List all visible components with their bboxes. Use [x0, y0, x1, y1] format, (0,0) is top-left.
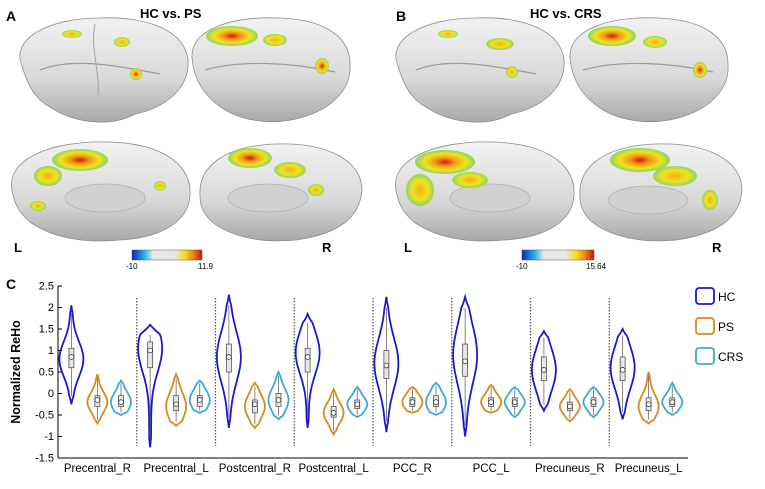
- legend-swatch-HC: [695, 287, 715, 305]
- violin-median: [330, 410, 337, 416]
- violin-median: [304, 354, 311, 360]
- y-tick-label: 1: [48, 345, 54, 357]
- violin-HC: [452, 293, 478, 437]
- panel-a-right-hemisphere-label: R: [322, 240, 332, 255]
- violin-CRS: [503, 385, 526, 419]
- panel-b-lateral-left-brain: [395, 17, 565, 123]
- legend-swatch-CRS: [695, 347, 715, 365]
- y-tick-label: 2.5: [39, 281, 54, 293]
- panel-b-right-hemisphere-label: R: [712, 240, 722, 255]
- y-tick-label: 2: [48, 302, 54, 314]
- panel-a-medial-left-brain: [11, 141, 191, 242]
- panel-b-letter: B: [396, 8, 407, 24]
- violin-PS: [165, 371, 187, 428]
- violin-PS: [86, 373, 109, 426]
- violin-median: [68, 354, 75, 360]
- violin-HC: [137, 323, 163, 448]
- violin-median: [147, 347, 153, 354]
- violin-median: [118, 399, 124, 405]
- violin-PS: [637, 371, 660, 425]
- violin-median: [252, 401, 258, 408]
- legend-swatch-PS: [695, 317, 715, 335]
- violin-median: [354, 401, 361, 408]
- panel-b-colorbar-min: -10: [516, 262, 528, 271]
- panel-c-letter: C: [6, 276, 17, 292]
- panel-a-medial-right-brain: [199, 143, 363, 242]
- legend-label-HC: HC: [718, 290, 736, 304]
- panel-a-left-hemisphere-label: L: [14, 240, 22, 255]
- violin-PS: [559, 387, 581, 423]
- violin-median: [488, 399, 494, 405]
- panel-b-colorbar-max: 15.64: [586, 262, 607, 271]
- violin-median: [541, 367, 547, 373]
- violin-HC: [373, 296, 400, 433]
- violin-median: [383, 362, 390, 369]
- category-label: Precentral_L: [144, 463, 210, 475]
- y-tick-label: -1: [44, 431, 54, 443]
- panel-b-colorbar: [521, 249, 595, 261]
- panel-b-title: HC vs. CRS: [530, 6, 602, 21]
- violin-median: [173, 401, 179, 408]
- violin-HC: [531, 329, 557, 413]
- violin-CRS: [346, 385, 369, 419]
- panel-a-colorbar: [131, 249, 203, 261]
- violin-PS: [480, 383, 502, 414]
- violin-PS: [401, 385, 424, 414]
- violin-median: [619, 367, 626, 373]
- violin-median: [511, 399, 518, 405]
- category-label: Precuneus_R: [535, 463, 605, 475]
- panel-a-title: HC vs. PS: [140, 6, 202, 21]
- legend-label-PS: PS: [718, 320, 734, 334]
- y-axis-label: Normalized ReHo: [9, 320, 23, 424]
- category-label: PCC_R: [393, 463, 432, 475]
- violin-median: [645, 401, 652, 408]
- brain-renders: [11, 17, 743, 261]
- violin-HC: [58, 305, 85, 405]
- violin-chart: -1.5 -1 -0.5 0 0.5 1 1.5 2 2.5 Normalized ReHo Pre…: [9, 281, 743, 476]
- panel-b-medial-right-brain: [579, 143, 743, 242]
- violin-HC: [216, 294, 242, 429]
- violin-median: [567, 403, 573, 410]
- panel-a-colorbar-max: 11.9: [198, 262, 213, 271]
- category-label: Precuneus_L: [615, 463, 683, 475]
- category-label: Precentral_R: [64, 463, 131, 475]
- violin-HC: [294, 311, 321, 428]
- violin-CRS: [582, 385, 605, 419]
- violin-CRS: [188, 379, 211, 414]
- category-label: Postcentral_R: [219, 463, 291, 475]
- panel-b-medial-left-brain: [395, 141, 575, 242]
- violin-CRS: [425, 381, 447, 417]
- violin-HC: [609, 326, 636, 420]
- violin-PS: [322, 386, 345, 437]
- violin-median: [462, 358, 468, 365]
- y-tick-label: 0.5: [39, 367, 54, 379]
- violin-box: [147, 341, 154, 369]
- legend-label-CRS: CRS: [718, 350, 743, 364]
- y-tick-label: 0: [48, 388, 54, 400]
- panel-a-lateral-left-brain: [19, 17, 189, 123]
- panel-a-colorbar-min: -10: [126, 262, 138, 271]
- violin-median: [94, 397, 101, 403]
- violin-median: [669, 399, 676, 405]
- y-tick-label: -0.5: [35, 410, 54, 422]
- violin-median: [196, 397, 203, 403]
- violin-median: [590, 399, 597, 405]
- violin-CRS: [267, 369, 290, 421]
- panel-a-lateral-right-brain: [191, 17, 351, 123]
- panel-b-left-hemisphere-label: L: [404, 240, 412, 255]
- panel-a-letter: A: [6, 8, 17, 24]
- violin-PS: [244, 381, 266, 430]
- violin-median: [226, 354, 232, 360]
- y-tick-label: -1.5: [35, 453, 54, 465]
- category-label: Postcentral_L: [298, 463, 369, 475]
- violin-CRS: [661, 380, 684, 417]
- y-tick-label: 1.5: [39, 324, 54, 336]
- panel-b-lateral-right-brain: [569, 17, 729, 123]
- category-label: PCC_L: [473, 463, 511, 475]
- violin-median: [275, 397, 282, 403]
- violin-median: [409, 399, 416, 405]
- violin-box: [304, 347, 311, 373]
- violin-CRS: [110, 378, 132, 417]
- violin-median: [433, 399, 439, 405]
